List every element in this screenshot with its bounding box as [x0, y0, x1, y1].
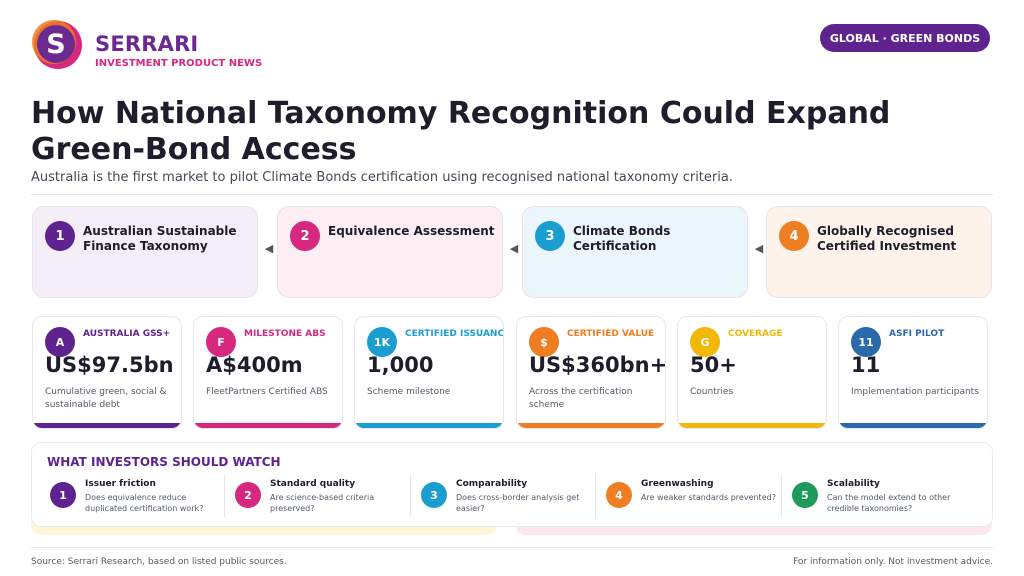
stat-card-certified-value: $ CERTIFIED VALUE US$360bn+ Across the c… — [516, 316, 666, 429]
watch-item-text: Can the model extend to other credible t… — [827, 493, 951, 513]
step-label: Globally Recognised Certified Investment — [817, 224, 957, 253]
header-divider — [31, 194, 993, 195]
watch-item-heading: Greenwashing — [641, 479, 714, 489]
stat-value: 50+ — [690, 353, 737, 377]
step-label: Climate Bonds Certification — [573, 224, 671, 253]
stat-accent-bar — [33, 423, 181, 428]
watch-item-text: Does cross-border analysis get easier? — [456, 493, 580, 513]
stat-badge: $ — [529, 327, 559, 357]
watch-item-number: 4 — [606, 482, 632, 508]
watch-item-number: 3 — [421, 482, 447, 508]
stat-category: MILESTONE ABS — [244, 329, 326, 339]
divider — [410, 475, 411, 517]
page-subtitle: Australia is the first market to pilot C… — [31, 170, 733, 185]
stat-accent-bar — [355, 423, 503, 428]
stat-value: A$400m — [206, 353, 303, 377]
stat-card-asfi-pilot: 11 ASFI PILOT 11 Implementation particip… — [838, 316, 988, 429]
source-note: Source: Serrari Research, based on liste… — [31, 557, 287, 567]
step-number: 3 — [535, 221, 565, 251]
stat-badge: F — [206, 327, 236, 357]
stat-description: Countries — [690, 387, 734, 397]
brand-subtitle: INVESTMENT PRODUCT NEWS — [95, 58, 263, 69]
stat-accent-bar — [839, 423, 987, 428]
stat-description: Across the certification scheme — [529, 387, 633, 410]
category-tag: GLOBAL · GREEN BONDS — [820, 24, 990, 52]
serrari-logo: S — [32, 20, 82, 69]
flow-arrow-icon: ◀ — [754, 242, 764, 255]
watch-item-heading: Comparability — [456, 479, 528, 489]
stat-category: CERTIFIED ISSUANCES — [405, 329, 504, 339]
stat-accent-bar — [194, 423, 342, 428]
stat-badge: 1K — [367, 327, 397, 357]
stat-badge: A — [45, 327, 75, 357]
stat-category: COVERAGE — [728, 329, 783, 339]
watch-item-greenwashing: 4 Greenwashing Are weaker standards prev… — [604, 473, 789, 519]
stat-value: US$97.5bn — [45, 353, 174, 377]
stat-description: Scheme milestone — [367, 387, 451, 397]
step-number: 1 — [45, 221, 75, 251]
stat-card-milestone-abs: F MILESTONE ABS A$400m FleetPartners Cer… — [193, 316, 343, 429]
watch-item-number: 1 — [50, 482, 76, 508]
brand-name: SERRARI — [95, 32, 199, 56]
watch-item-heading: Standard quality — [270, 479, 356, 489]
stat-accent-bar — [678, 423, 826, 428]
stat-description: FleetPartners Certified ABS — [206, 387, 328, 397]
process-step-3: 3 Climate Bonds Certification — [522, 206, 748, 298]
stat-value: 1,000 — [367, 353, 434, 377]
divider — [595, 475, 596, 517]
flow-arrow-icon: ◀ — [264, 242, 274, 255]
process-step-4: 4 Globally Recognised Certified Investme… — [766, 206, 992, 298]
step-label: Australian Sustainable Finance Taxonomy — [83, 224, 237, 253]
step-label: Equivalence Assessment — [328, 224, 495, 238]
stat-badge: G — [690, 327, 720, 357]
stat-card-australia-gss: A AUSTRALIA GSS+ US$97.5bn Cumulative gr… — [32, 316, 182, 429]
process-step-2: 2 Equivalence Assessment — [277, 206, 503, 298]
divider — [781, 475, 782, 517]
watch-item-comparability: 3 Comparability Does cross-border analys… — [419, 473, 604, 519]
watch-item-number: 5 — [792, 482, 818, 508]
stat-category: ASFI PILOT — [889, 329, 945, 339]
process-step-1: 1 Australian Sustainable Finance Taxonom… — [32, 206, 258, 298]
svg-text:S: S — [46, 29, 65, 60]
stat-value: US$360bn+ — [529, 353, 666, 377]
stat-category: AUSTRALIA GSS+ — [83, 329, 171, 339]
stat-accent-bar — [517, 423, 665, 428]
watch-item-scalability: 5 Scalability Can the model extend to ot… — [790, 473, 975, 519]
stat-value: 11 — [851, 353, 881, 377]
flow-arrow-icon: ◀ — [509, 242, 519, 255]
stat-card-certified-issuances: 1K CERTIFIED ISSUANCES 1,000 Scheme mile… — [354, 316, 504, 429]
watch-panel-title: WHAT INVESTORS SHOULD WATCH — [47, 455, 281, 469]
stat-description: Implementation participants — [851, 387, 979, 397]
page-title: How National Taxonomy Recognition Could … — [31, 96, 891, 167]
footer-divider — [31, 547, 993, 548]
watch-item-heading: Scalability — [827, 479, 880, 489]
disclaimer: For information only. Not investment adv… — [793, 557, 993, 567]
watch-item-text: Are science-based criteria preserved? — [270, 493, 375, 513]
watch-item-standard-quality: 2 Standard quality Are science-based cri… — [233, 473, 418, 519]
watch-item-number: 2 — [235, 482, 261, 508]
watch-item-heading: Issuer friction — [85, 479, 156, 489]
step-number: 2 — [290, 221, 320, 251]
stat-description: Cumulative green, social & sustainable d… — [45, 387, 167, 410]
watch-item-text: Are weaker standards prevented? — [641, 493, 776, 502]
watch-item-text: Does equivalence reduce duplicated certi… — [85, 493, 204, 513]
stat-badge: 11 — [851, 327, 881, 357]
step-number: 4 — [779, 221, 809, 251]
investor-watch-panel: WHAT INVESTORS SHOULD WATCH 1 Issuer fri… — [31, 442, 993, 527]
stat-category: CERTIFIED VALUE — [567, 329, 655, 339]
watch-item-issuer-friction: 1 Issuer friction Does equivalence reduc… — [48, 473, 233, 519]
divider — [224, 475, 225, 517]
stat-card-coverage: G COVERAGE 50+ Countries — [677, 316, 827, 429]
